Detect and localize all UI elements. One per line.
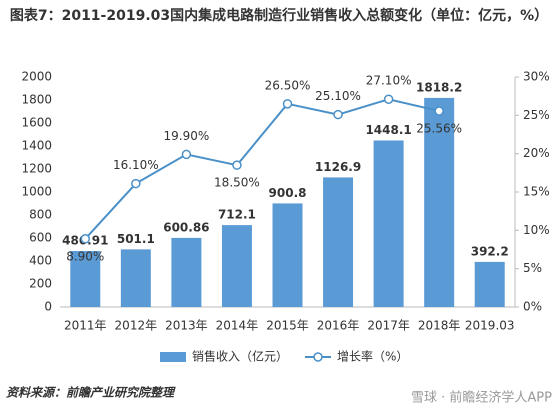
bar bbox=[474, 261, 505, 307]
x-tick-label: 2016年 bbox=[317, 319, 360, 333]
bar-value-label: 600.86 bbox=[163, 220, 209, 234]
legend-swatch bbox=[313, 352, 323, 362]
bar bbox=[323, 177, 354, 307]
y2-tick-label: 0% bbox=[523, 300, 542, 314]
growth-point bbox=[80, 234, 91, 244]
source: 资料来源：前瞻产业研究院整理 bbox=[6, 386, 176, 400]
growth-point bbox=[232, 160, 242, 170]
growth-label: 27.10% bbox=[366, 74, 412, 88]
growth-label: 26.50% bbox=[265, 78, 311, 92]
growth-line bbox=[84, 98, 440, 240]
y-tick-label: 400 bbox=[29, 254, 52, 268]
watermark: 雪球 · 前瞻经济学人APP bbox=[411, 390, 552, 406]
x-tick-label: 2012年 bbox=[115, 319, 158, 333]
bar-value-label: 1126.9 bbox=[315, 160, 361, 174]
bar bbox=[272, 203, 303, 307]
y2-tick-label: 25% bbox=[523, 108, 550, 122]
growth-point bbox=[434, 106, 444, 116]
growth-point bbox=[333, 109, 343, 120]
y-tick-label: 800 bbox=[29, 208, 52, 222]
y2-tick-label: 30% bbox=[523, 70, 550, 84]
growth-label: 19.90% bbox=[164, 129, 210, 143]
x-tick-label: 2013年 bbox=[165, 319, 208, 333]
bar-value-label: 900.8 bbox=[269, 186, 307, 200]
bar bbox=[70, 251, 101, 307]
bar bbox=[424, 97, 455, 307]
y2-tick-label: 10% bbox=[523, 223, 550, 237]
bar bbox=[171, 237, 202, 307]
y-tick-label: 1200 bbox=[21, 162, 52, 176]
y2-tick-label: 20% bbox=[523, 146, 550, 160]
growth-label: 25.56% bbox=[416, 122, 462, 136]
y-tick-label: 600 bbox=[29, 231, 52, 245]
legend-swatch bbox=[160, 352, 186, 362]
bar-value-label: 1448.1 bbox=[365, 123, 411, 137]
bar bbox=[221, 225, 252, 307]
chart-title: 图表7：2011-2019.03国内集成电路制造行业销售收入总额变化（单位：亿元… bbox=[9, 8, 549, 24]
x-tick-label: 2014年 bbox=[216, 319, 259, 333]
y-tick-label: 1600 bbox=[21, 116, 52, 130]
growth-label: 16.10% bbox=[113, 158, 159, 172]
x-tick-label: 2018年 bbox=[418, 319, 461, 333]
legend-label: 销售收入（亿元） bbox=[192, 349, 288, 364]
growth-point bbox=[181, 149, 192, 160]
y-tick-label: 1800 bbox=[21, 93, 52, 107]
x-tick-label: 2019.03 bbox=[465, 319, 515, 333]
y2-tick-label: 15% bbox=[523, 185, 550, 199]
y-tick-label: 1000 bbox=[21, 185, 52, 199]
bar-value-label: 392.2 bbox=[471, 244, 509, 258]
growth-point bbox=[131, 178, 141, 189]
bar bbox=[373, 140, 404, 307]
bar-value-label: 501.1 bbox=[117, 232, 155, 246]
bar-value-label: 712.1 bbox=[218, 208, 256, 222]
x-tick-label: 2017年 bbox=[367, 319, 410, 333]
bar bbox=[120, 249, 151, 307]
y2-tick-label: 5% bbox=[523, 261, 542, 275]
x-tick-label: 2015年 bbox=[266, 319, 309, 333]
legend-label: 增长率（%） bbox=[337, 349, 408, 364]
y-tick-label: 1400 bbox=[21, 139, 52, 153]
x-tick-label: 2011年 bbox=[64, 319, 107, 333]
y-tick-label: 0 bbox=[44, 300, 52, 314]
y-tick-label: 2000 bbox=[21, 70, 52, 84]
growth-point bbox=[282, 99, 293, 109]
y-tick-label: 200 bbox=[29, 277, 52, 291]
growth-label: 8.90% bbox=[66, 249, 104, 263]
growth-point bbox=[383, 94, 394, 104]
growth-label: 18.50% bbox=[214, 176, 260, 190]
bar-value-label: 1818.2 bbox=[416, 80, 462, 94]
growth-label: 25.10% bbox=[315, 89, 361, 103]
